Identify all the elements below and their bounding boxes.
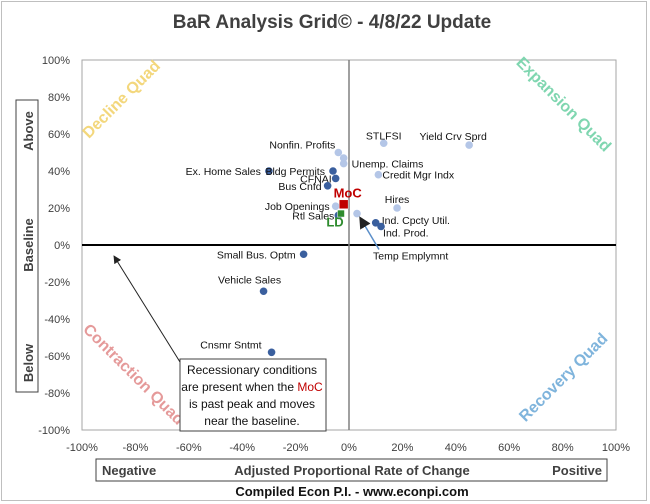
annotation-line-3: is past peak and moves bbox=[189, 397, 315, 411]
data-point bbox=[323, 182, 332, 190]
point-label: Bus Cnfd bbox=[278, 181, 321, 193]
x-tick-label: -60% bbox=[176, 442, 202, 454]
x-tick-label: -80% bbox=[123, 442, 149, 454]
y-label-below: Below bbox=[21, 343, 36, 382]
x-label-box bbox=[95, 458, 608, 482]
point-label: Yield Crv Sprd bbox=[419, 131, 486, 143]
data-point bbox=[267, 348, 276, 357]
y-tick-label: 100% bbox=[42, 55, 70, 67]
annotation-line-4: near the baseline. bbox=[204, 414, 299, 428]
y-tick-label: -100% bbox=[38, 425, 70, 437]
data-point bbox=[339, 154, 348, 162]
data-point bbox=[334, 148, 343, 157]
point-label: Small Bus. Optm bbox=[217, 249, 296, 261]
data-point bbox=[331, 202, 340, 210]
x-tick-label: -40% bbox=[229, 442, 255, 454]
y-tick-label: -60% bbox=[44, 351, 70, 363]
annotation-line-2: are present when the MoC bbox=[181, 380, 323, 394]
data-point bbox=[299, 250, 308, 259]
data-point bbox=[265, 167, 273, 175]
x-label-center: Adjusted Proportional Rate of Change bbox=[234, 463, 469, 478]
x-label-positive: Positive bbox=[552, 463, 602, 478]
data-point bbox=[353, 209, 361, 218]
annotation-box bbox=[179, 358, 327, 432]
point-label: Ind. Cpcty Util. bbox=[382, 215, 450, 227]
data-point bbox=[371, 219, 380, 227]
annotation-moc-highlight: MoC bbox=[297, 380, 323, 394]
chart-title: BaR Analysis Grid© - 4/8/22 Update bbox=[173, 12, 491, 33]
point-label: Cnsmr Sntmt bbox=[200, 339, 261, 351]
data-point bbox=[379, 139, 388, 148]
data-point bbox=[377, 222, 385, 231]
marker-moc bbox=[338, 199, 349, 210]
y-tick-label: 0% bbox=[54, 240, 70, 252]
annotation-line-2-text: are present when the bbox=[181, 380, 297, 394]
x-tick-label: 80% bbox=[552, 442, 574, 454]
x-tick-label: -20% bbox=[283, 442, 309, 454]
y-tick-label: -40% bbox=[44, 314, 70, 326]
point-label: Temp Emplymnt bbox=[373, 251, 448, 263]
x-label-negative: Negative bbox=[102, 463, 156, 478]
data-point bbox=[331, 174, 340, 183]
y-tick-label: -20% bbox=[44, 277, 70, 289]
x-tick-label: 60% bbox=[498, 442, 520, 454]
point-label: Bldg Permits bbox=[265, 166, 325, 178]
marker-ld bbox=[337, 209, 345, 218]
y-tick-label: -80% bbox=[44, 388, 70, 400]
marker-label-ld: LD bbox=[326, 215, 343, 230]
x-tick-label: -100% bbox=[66, 442, 98, 454]
point-label: STLFSI bbox=[366, 130, 402, 142]
data-point bbox=[393, 204, 401, 212]
y-label-above: Above bbox=[21, 111, 36, 151]
point-label: Hires bbox=[385, 194, 410, 206]
y-tick-label: 20% bbox=[48, 203, 70, 215]
point-label: Vehicle Sales bbox=[218, 274, 281, 286]
point-label: Ex. Home Sales bbox=[186, 166, 261, 178]
y-tick-label: 40% bbox=[48, 166, 70, 178]
data-point bbox=[339, 159, 348, 168]
annotation-arrow bbox=[113, 255, 181, 363]
point-label: Rtl Sales bbox=[292, 210, 334, 222]
point-label: Nonfin. Profits bbox=[269, 140, 335, 152]
data-point bbox=[374, 170, 383, 179]
marker-label-moc: MoC bbox=[334, 185, 363, 200]
footer-source: Compiled Econ P.I. - www.econpi.com bbox=[235, 484, 468, 499]
point-label: CFNAI bbox=[300, 173, 332, 185]
point-label: Credit Mgr Indx bbox=[382, 170, 455, 182]
point-label: Ind. Prod. bbox=[383, 228, 429, 240]
point-label: Job Openings bbox=[265, 201, 330, 213]
y-tick-label: 60% bbox=[48, 129, 70, 141]
y-tick-label: 80% bbox=[48, 92, 70, 104]
point-label: Unemp. Claims bbox=[352, 159, 424, 171]
annotation-line-1: Recessionary conditions bbox=[187, 363, 317, 377]
x-tick-label: 20% bbox=[391, 442, 413, 454]
x-tick-label: 100% bbox=[602, 442, 630, 454]
y-label-box bbox=[15, 99, 39, 393]
x-tick-label: 0% bbox=[341, 442, 357, 454]
y-label-baseline: Baseline bbox=[21, 218, 36, 271]
data-point bbox=[465, 141, 473, 149]
data-point bbox=[259, 287, 268, 296]
temp-emplymnt-arrow bbox=[359, 216, 380, 250]
x-tick-label: 40% bbox=[445, 442, 467, 454]
data-point bbox=[329, 167, 337, 175]
